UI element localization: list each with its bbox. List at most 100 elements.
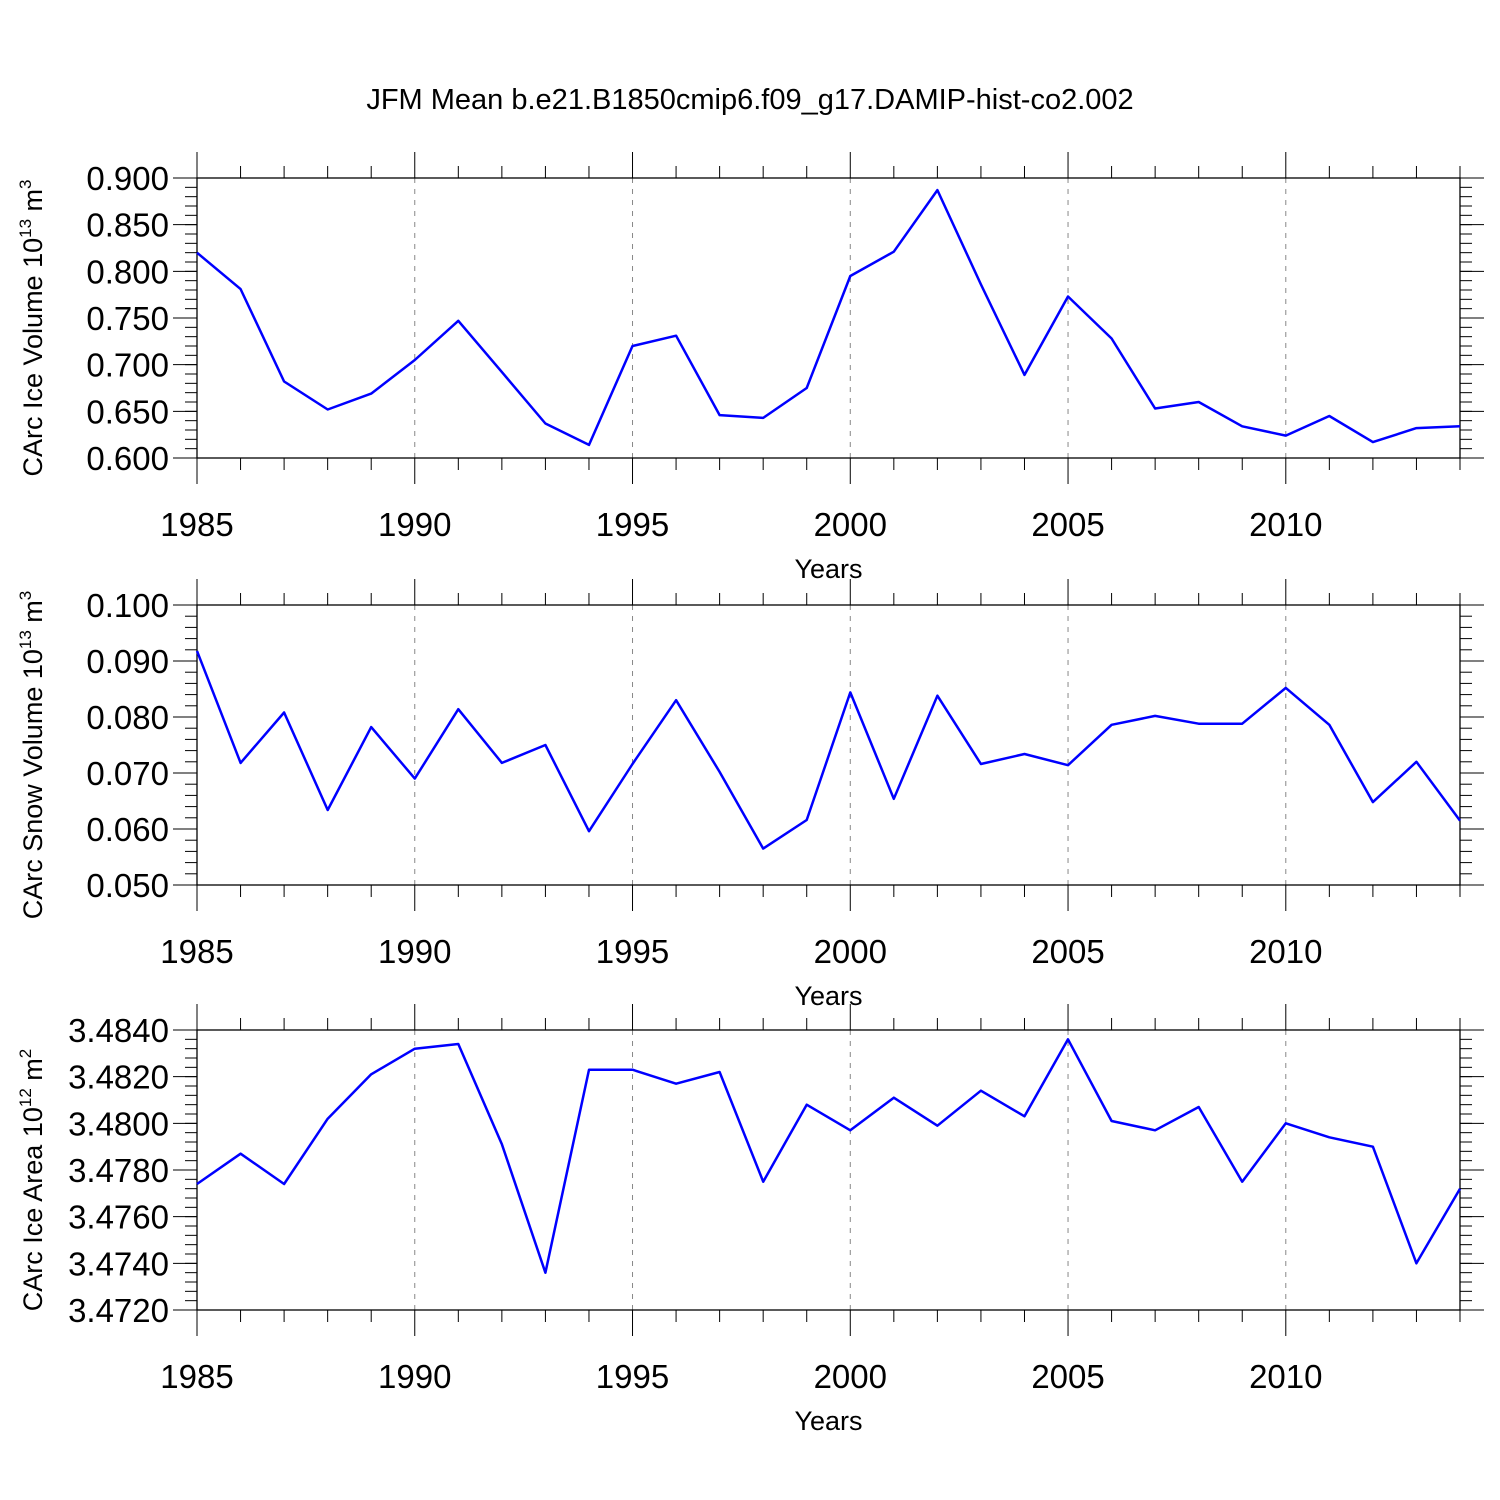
y-axis-title: CArc Ice Area 1012 m2 [16, 1049, 48, 1312]
x-axis-title: Years [794, 554, 862, 584]
data-point [1066, 1037, 1070, 1041]
x-tick-label: 1985 [160, 1358, 233, 1395]
data-point [1327, 1135, 1331, 1139]
series-line [196, 1038, 1462, 1274]
plot-frame [196, 177, 1461, 459]
data-point [1197, 400, 1201, 404]
x-axis-title: Years [794, 981, 862, 1011]
y-tick-label: 0.850 [86, 207, 169, 244]
data-point [892, 250, 896, 254]
y-tick-label: 3.4780 [68, 1152, 169, 1189]
data-point [500, 1142, 504, 1146]
data-point [239, 761, 243, 765]
data-point [369, 392, 373, 396]
data-point [456, 319, 460, 323]
figure-title: JFM Mean b.e21.B1850cmip6.f09_g17.DAMIP-… [366, 84, 1134, 116]
data-point [195, 251, 199, 255]
data-point [1458, 819, 1462, 823]
data-point [848, 690, 852, 694]
x-tick-label: 1995 [596, 1358, 669, 1395]
x-tick-label: 2010 [1249, 933, 1322, 970]
data-point [1414, 1261, 1418, 1265]
data-point [543, 743, 547, 747]
data-point [543, 421, 547, 425]
data-point [631, 1068, 635, 1072]
y-tick-label: 3.4840 [68, 1012, 169, 1049]
data-point [1240, 1180, 1244, 1184]
y-tick-label: 0.700 [86, 347, 169, 384]
data-point [848, 1128, 852, 1132]
data-point [543, 1271, 547, 1275]
x-tick-label: 1990 [378, 933, 451, 970]
data-point [718, 413, 722, 417]
data-point [413, 1047, 417, 1051]
panel-1: 0.600 0.650 0.700 0.750 0.800 0.850 0.900 1985 1… [16, 152, 1484, 584]
data-point [805, 1103, 809, 1107]
data-point [892, 797, 896, 801]
data-point [805, 818, 809, 822]
data-point [892, 1096, 896, 1100]
x-axis-title: Years [794, 1406, 862, 1436]
x-tick-label: 2005 [1031, 1358, 1104, 1395]
plot-frame [196, 604, 1461, 886]
data-point [935, 694, 939, 698]
x-tick-label: 1985 [160, 933, 233, 970]
x-tick-label: 2000 [814, 933, 887, 970]
data-point [1022, 1114, 1026, 1118]
data-point [587, 443, 591, 447]
data-point [674, 334, 678, 338]
data-point [1022, 752, 1026, 756]
data-point [1414, 760, 1418, 764]
x-tick-label: 2010 [1249, 506, 1322, 543]
data-point [979, 762, 983, 766]
data-point [1240, 424, 1244, 428]
data-point [761, 847, 765, 851]
data-point [631, 762, 635, 766]
data-point [500, 370, 504, 374]
x-tick-label: 1985 [160, 506, 233, 543]
data-point [413, 358, 417, 362]
y-tick-label: 0.090 [86, 643, 169, 680]
data-point [1327, 414, 1331, 418]
data-point [1458, 424, 1462, 428]
data-point [761, 416, 765, 420]
data-point [674, 1082, 678, 1086]
data-point [1414, 426, 1418, 430]
panel-2: 0.050 0.060 0.070 0.080 0.090 0.100 1985 1990 19… [16, 579, 1484, 1011]
x-tick-label: 2000 [814, 1358, 887, 1395]
data-point [1022, 373, 1026, 377]
data-point [282, 711, 286, 715]
series-line [195, 650, 1462, 850]
y-tick-label: 3.4720 [68, 1292, 169, 1329]
panel-3: 3.4720 3.4740 3.4760 3.4780 3.4800 3.4820 3.48… [16, 1004, 1484, 1436]
x-tick-label: 1995 [596, 506, 669, 543]
data-point [761, 1180, 765, 1184]
data-point [587, 829, 591, 833]
data-point [1284, 434, 1288, 438]
data-point [326, 407, 330, 411]
data-point [935, 188, 939, 192]
y-axis-title: CArc Ice Volume 1013 m3 [16, 179, 48, 476]
data-point [1197, 1105, 1201, 1109]
y-tick-label: 0.060 [86, 811, 169, 848]
y-tick-label: 0.900 [86, 160, 169, 197]
data-point [369, 1072, 373, 1076]
x-tick-label: 2000 [814, 506, 887, 543]
data-point [935, 1124, 939, 1128]
data-point [805, 386, 809, 390]
data-point [1284, 1121, 1288, 1125]
data-point [456, 1042, 460, 1046]
data-point [1153, 407, 1157, 411]
data-point [500, 761, 504, 765]
data-point [282, 379, 286, 383]
x-tick-label: 2010 [1249, 1358, 1322, 1395]
data-point [1197, 722, 1201, 726]
data-point [718, 770, 722, 774]
data-point [1153, 1128, 1157, 1132]
data-point [587, 1068, 591, 1072]
data-point [1371, 1145, 1375, 1149]
y-tick-label: 0.600 [86, 440, 169, 477]
data-point [456, 707, 460, 711]
